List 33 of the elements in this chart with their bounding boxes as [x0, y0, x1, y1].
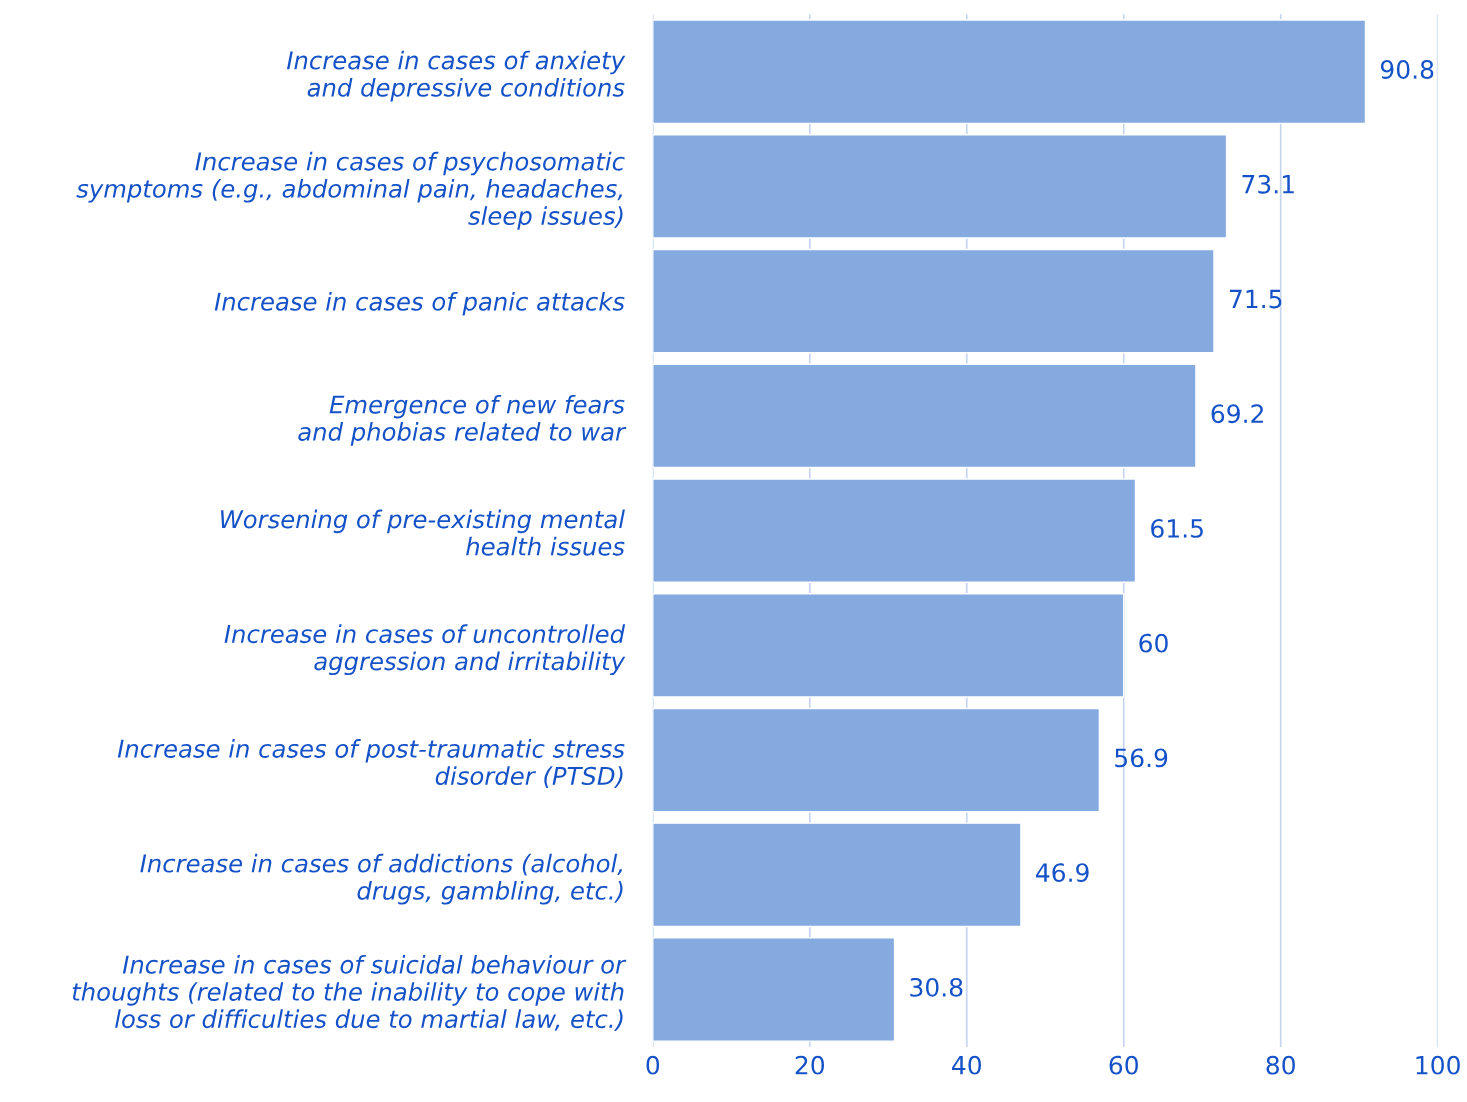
- y-tick-label: Worsening of pre-existing mental health issues: [221, 509, 625, 556]
- bar: [652, 822, 1022, 928]
- data-label: 60: [1139, 633, 1168, 653]
- data-label: 61.5: [1151, 518, 1203, 538]
- bar: [652, 363, 1197, 469]
- y-tick-label: Increase in cases of uncontrolled aggression and irritability: [224, 624, 626, 676]
- x-tick-label: 40: [952, 1055, 981, 1075]
- x-tick-label: 20: [795, 1055, 825, 1075]
- y-tick-label: Increase in cases of addictions (alcohol, drugs, gambling, etc.): [140, 853, 623, 905]
- x-tick-label: 0: [646, 1055, 660, 1075]
- data-label: 46.9: [1036, 863, 1089, 883]
- data-label: 73.1: [1242, 174, 1294, 194]
- y-tick-label: Increase in cases of anxiety and depressive conditions: [286, 50, 626, 102]
- y-tick-label: Increase in cases of psychosomatic symptoms (e.g., abdominal pain, headaches, sleep issues): [76, 151, 625, 230]
- data-label: 56.9: [1115, 748, 1168, 768]
- bar: [652, 707, 1101, 813]
- data-label: 90.8: [1380, 60, 1434, 79]
- data-label: 71.5: [1229, 289, 1282, 309]
- x-tick-label: 60: [1109, 1055, 1138, 1075]
- bar: [652, 478, 1137, 583]
- bar: [652, 134, 1228, 239]
- bar: [652, 937, 896, 1042]
- data-label: 69.2: [1211, 404, 1263, 424]
- y-tick-label: Increase in cases of panic attacks: [214, 291, 625, 316]
- y-tick-label: Emergence of new fears and phobias related to war: [298, 394, 627, 446]
- x-tick-label: 80: [1266, 1055, 1295, 1075]
- bar: [652, 19, 1367, 125]
- bar: [652, 593, 1125, 698]
- y-tick-label: Increase in cases of post-traumatic stress disorder (PTSD): [117, 739, 625, 788]
- y-tick-label: Increase in cases of suicidal behaviour or thoughts (related to the inability to cope with loss or difficulties due to martial law, etc.): [72, 954, 627, 1032]
- data-label: 30.8: [910, 977, 963, 997]
- bar: [652, 248, 1215, 354]
- x-tick-label: 100: [1416, 1055, 1460, 1075]
